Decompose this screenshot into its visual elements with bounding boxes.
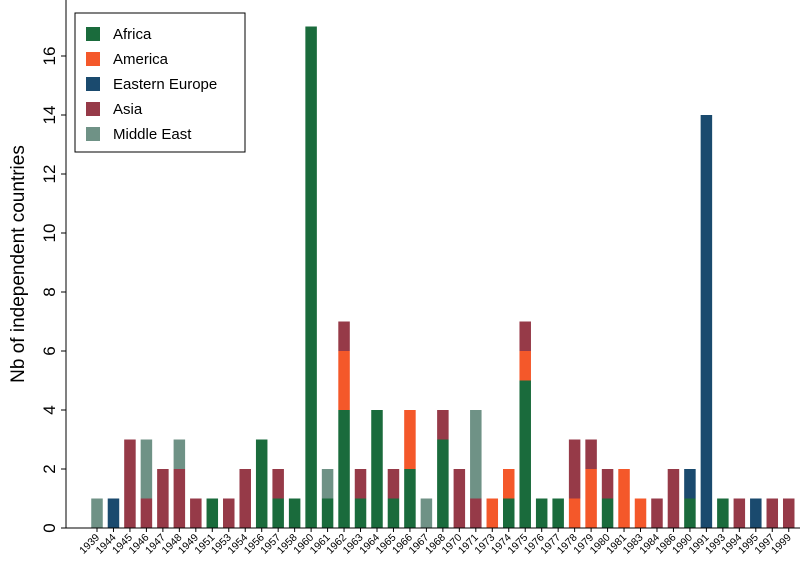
bar-1971-middle-east: [470, 410, 482, 499]
bar-1966-america: [404, 410, 416, 469]
bar-1991-eastern-europe: [700, 115, 713, 528]
bar-1975-africa: [519, 380, 531, 528]
y-tick-label: 8: [40, 287, 59, 296]
bar-1944-eastern-europe: [107, 498, 120, 528]
y-ticks: 0 2 4 6 8 10 12 14 16: [40, 47, 66, 533]
bar-1975-asia: [519, 321, 531, 351]
bar-1965-asia: [387, 469, 400, 499]
bar-1973-america: [486, 498, 499, 528]
bar-1974-africa: [503, 498, 515, 528]
bar-1946-middle-east: [140, 439, 153, 499]
bar-1962-africa: [338, 410, 350, 528]
bar-1947-asia: [157, 469, 169, 528]
bar-1983-america: [634, 498, 647, 528]
legend-label-middle-east: Middle East: [113, 126, 192, 143]
bar-1984-asia: [651, 498, 663, 528]
bar-1954-asia: [239, 469, 251, 528]
y-tick-label: 14: [40, 106, 59, 125]
bar-1968-asia: [437, 410, 449, 440]
y-tick-label: 12: [40, 165, 59, 184]
bar-1971-asia: [470, 498, 482, 528]
bar-1957-asia: [272, 469, 284, 499]
bar-1978-america: [568, 498, 581, 528]
legend-label-eastern-europe: Eastern Europe: [113, 76, 217, 93]
bar-1964-africa: [371, 410, 383, 528]
bar-1980-asia: [601, 469, 614, 499]
y-axis-title: Nb of independent countries: [8, 145, 29, 383]
y-tick-label: 6: [40, 346, 59, 355]
bar-1997-asia: [766, 498, 779, 528]
bar-1999-asia: [782, 498, 795, 528]
bar-1977-africa: [552, 498, 564, 528]
legend-box: [74, 12, 246, 153]
legend-swatch-eastern-europe: [86, 77, 100, 91]
bar-1975-america: [519, 351, 531, 381]
bar-1986-asia: [667, 469, 680, 528]
x-tick-label-1999: 1999: [769, 532, 794, 557]
bar-1990-eastern-europe: [684, 469, 696, 499]
legend-swatch-middle-east: [86, 127, 100, 141]
legend: Africa America Eastern Europe Asia Middle Ea…: [74, 12, 246, 153]
legend-label-america: America: [113, 51, 169, 68]
legend-items: Africa America Eastern Europe Asia Middle Ea…: [86, 26, 217, 143]
bar-1981-america: [618, 469, 630, 528]
y-tick-label: 10: [40, 224, 59, 243]
y-tick-label: 0: [40, 523, 59, 532]
bar-1939-middle-east: [91, 498, 103, 528]
bar-1979-asia: [585, 439, 597, 469]
bars-layer: [91, 26, 795, 528]
legend-label-asia: Asia: [113, 101, 143, 118]
bar-1976-africa: [535, 498, 548, 528]
bar-1948-asia: [173, 469, 186, 528]
bar-1949-asia: [190, 498, 202, 528]
bar-1956-africa: [255, 439, 268, 528]
bar-1951-africa: [206, 498, 219, 528]
bar-1962-america: [338, 351, 350, 410]
bar-1945-asia: [124, 439, 136, 528]
bar-1965-africa: [387, 498, 400, 528]
bar-1980-africa: [601, 498, 614, 528]
bar-1979-america: [585, 469, 597, 528]
bar-1963-africa: [354, 498, 367, 528]
y-tick-label: 4: [40, 405, 59, 414]
bar-1958-africa: [288, 498, 301, 528]
bar-1957-africa: [272, 498, 284, 528]
bar-1995-eastern-europe: [750, 498, 762, 528]
bar-1970-asia: [453, 469, 466, 528]
bar-1990-africa: [684, 498, 696, 528]
y-tick-label: 16: [40, 47, 59, 66]
legend-label-africa: Africa: [113, 26, 152, 43]
legend-swatch-asia: [86, 102, 100, 116]
bar-1994-asia: [733, 498, 746, 528]
bar-1993-africa: [717, 498, 729, 528]
x-ticks: 1939194419451946194719481949195119531954…: [77, 528, 794, 557]
legend-swatch-africa: [86, 27, 100, 41]
bar-1968-africa: [437, 439, 449, 528]
bar-1967-middle-east: [420, 498, 433, 528]
bar-1961-africa: [321, 498, 334, 528]
bar-1948-middle-east: [173, 439, 186, 469]
bar-1946-asia: [140, 498, 153, 528]
bar-1953-asia: [223, 498, 235, 528]
bar-1963-asia: [354, 469, 367, 499]
bar-1960-africa: [305, 26, 317, 528]
bar-1961-middle-east: [321, 469, 334, 499]
y-tick-label: 2: [40, 464, 59, 473]
bar-1974-america: [503, 469, 515, 499]
legend-swatch-america: [86, 52, 100, 66]
bar-1978-asia: [568, 439, 581, 499]
bar-1966-africa: [404, 469, 416, 528]
bar-1962-asia: [338, 321, 350, 351]
